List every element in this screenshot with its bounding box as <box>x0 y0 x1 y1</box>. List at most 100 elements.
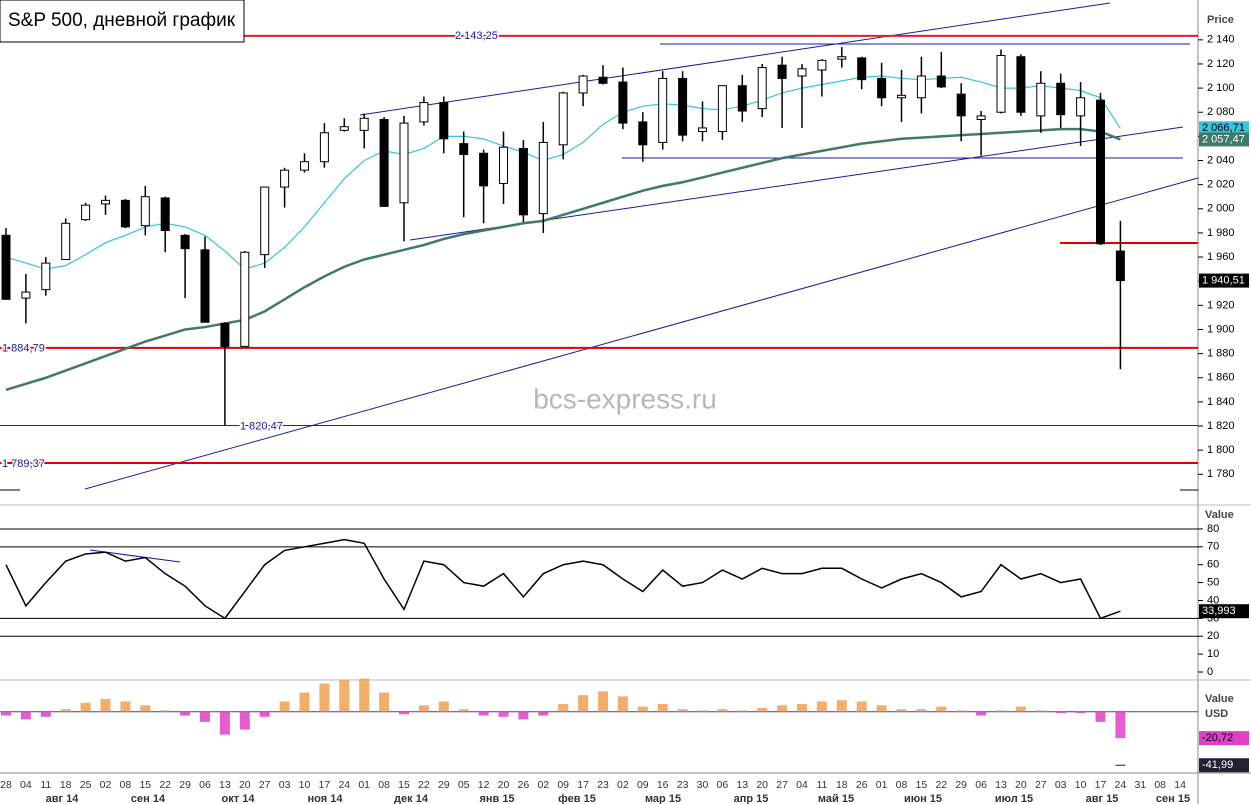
candle-body <box>101 199 110 205</box>
y-tick-label: 1 780 <box>1207 468 1235 480</box>
candle-body <box>956 93 966 117</box>
y-tick-label: 1 980 <box>1207 227 1235 239</box>
candle-body <box>61 222 71 260</box>
histogram-bar <box>896 709 907 712</box>
candle-body <box>81 204 91 221</box>
histogram-bar <box>797 704 807 712</box>
month-label: ноя 14 <box>308 793 344 804</box>
candle-body <box>399 122 409 204</box>
x-tick-label: 29 <box>179 779 191 791</box>
moving-average <box>5 127 1121 392</box>
y-tick-label: 1 900 <box>1207 323 1235 335</box>
histogram-bar <box>259 711 270 717</box>
x-tick-label: 24 <box>338 779 350 791</box>
histogram-bar <box>697 710 708 712</box>
signal-label: -41,99 <box>1202 759 1233 771</box>
y-tick-label: 1 920 <box>1207 299 1235 311</box>
histogram-bar <box>836 700 847 712</box>
y-tick-label: 1 840 <box>1207 396 1235 408</box>
histogram-bar <box>418 705 429 712</box>
x-tick-label: 05 <box>458 779 470 791</box>
candle-body <box>180 234 190 250</box>
histogram-bar <box>339 679 350 712</box>
histogram-bar <box>677 709 688 712</box>
y-tick-label: 70 <box>1207 541 1219 553</box>
x-tick-label: 04 <box>796 779 808 791</box>
candle-body <box>777 64 787 79</box>
candle-body <box>260 186 270 256</box>
candle-body <box>1115 250 1125 282</box>
histogram-bar <box>816 701 827 712</box>
candle-body <box>1076 97 1086 117</box>
last-value-label-box <box>1199 731 1249 746</box>
candle-body <box>459 143 469 155</box>
histogram-bar <box>757 707 768 712</box>
histogram-bar <box>1115 711 1126 739</box>
histogram-bar <box>916 709 927 712</box>
histogram-bar <box>438 701 449 712</box>
x-tick-label: 13 <box>995 779 1007 791</box>
x-tick-label: 26 <box>518 779 530 791</box>
histogram-bar <box>578 695 589 712</box>
x-tick-label: 02 <box>617 779 629 791</box>
candle-body <box>359 117 369 131</box>
candle-body <box>658 77 668 143</box>
axis-title: USD <box>1205 708 1228 720</box>
last-value-label-box <box>1199 604 1249 619</box>
candle-body <box>837 56 847 60</box>
y-tick-label: 2 100 <box>1207 82 1235 94</box>
x-tick-label: 22 <box>159 779 171 791</box>
x-tick-label: 15 <box>398 779 410 791</box>
candle-body <box>419 102 429 123</box>
y-tick-label: 1 860 <box>1207 372 1235 384</box>
candle-body <box>558 92 568 146</box>
x-tick-label: 02 <box>537 779 549 791</box>
x-tick-label: 22 <box>418 779 430 791</box>
histogram-bar <box>359 678 370 712</box>
x-tick-label: 10 <box>1075 779 1087 791</box>
x-tick-label: 03 <box>279 779 291 791</box>
x-tick-label: 06 <box>199 779 211 791</box>
x-tick-label: 18 <box>60 779 72 791</box>
title-box <box>0 0 245 43</box>
histogram-bar <box>518 711 529 720</box>
candle-body <box>339 126 349 131</box>
histogram-bar <box>1 711 11 716</box>
y-tick-label: 2 020 <box>1207 179 1235 191</box>
candle-body <box>538 141 548 215</box>
series-last-label: 2 066,71 <box>1202 122 1245 134</box>
month-label: сен 14 <box>131 793 166 804</box>
candle-body <box>300 161 309 171</box>
axis-title: Value <box>1205 509 1234 521</box>
candle-body <box>618 81 628 124</box>
histogram-bar <box>279 701 290 712</box>
x-tick-label: 08 <box>378 779 390 791</box>
histogram-bar <box>20 711 31 720</box>
candle-body <box>220 322 230 347</box>
level-label: 2 143,25 <box>455 30 498 42</box>
histogram-bar <box>100 698 111 712</box>
candle-body <box>280 169 290 188</box>
y-tick-label: 2 040 <box>1207 154 1235 166</box>
histogram-bar <box>1075 711 1086 713</box>
candle-body <box>976 115 986 120</box>
candle-body <box>1056 82 1066 116</box>
candle-body <box>160 197 170 232</box>
chart-title: S&P 500, дневной график <box>8 10 236 31</box>
month-label: июн 15 <box>904 793 942 804</box>
series-last-label: 2 057,47 <box>1202 133 1245 145</box>
month-label: сен 15 <box>1156 793 1190 804</box>
y-tick-label: 2 140 <box>1207 34 1235 46</box>
trend-line <box>359 2 1111 116</box>
y-tick-label: 1 800 <box>1207 444 1235 456</box>
axis-title: Price <box>1207 14 1234 26</box>
candle-body <box>41 262 51 291</box>
x-tick-label: 08 <box>896 779 908 791</box>
y-tick-label: 1 820 <box>1207 420 1235 432</box>
histogram-bar <box>1095 711 1106 722</box>
candle-body <box>737 85 747 112</box>
candle-body <box>499 146 508 184</box>
histogram-bar <box>40 711 51 717</box>
